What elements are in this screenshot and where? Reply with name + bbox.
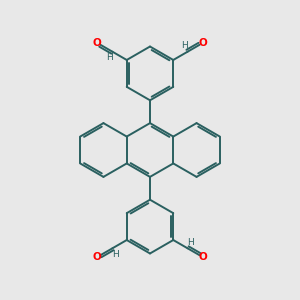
Text: O: O (199, 252, 207, 262)
Text: H: H (181, 41, 188, 50)
Text: O: O (93, 252, 101, 262)
Text: H: H (106, 53, 112, 62)
Text: O: O (93, 38, 101, 48)
Text: H: H (188, 238, 194, 247)
Text: O: O (199, 38, 207, 48)
Text: H: H (112, 250, 119, 259)
